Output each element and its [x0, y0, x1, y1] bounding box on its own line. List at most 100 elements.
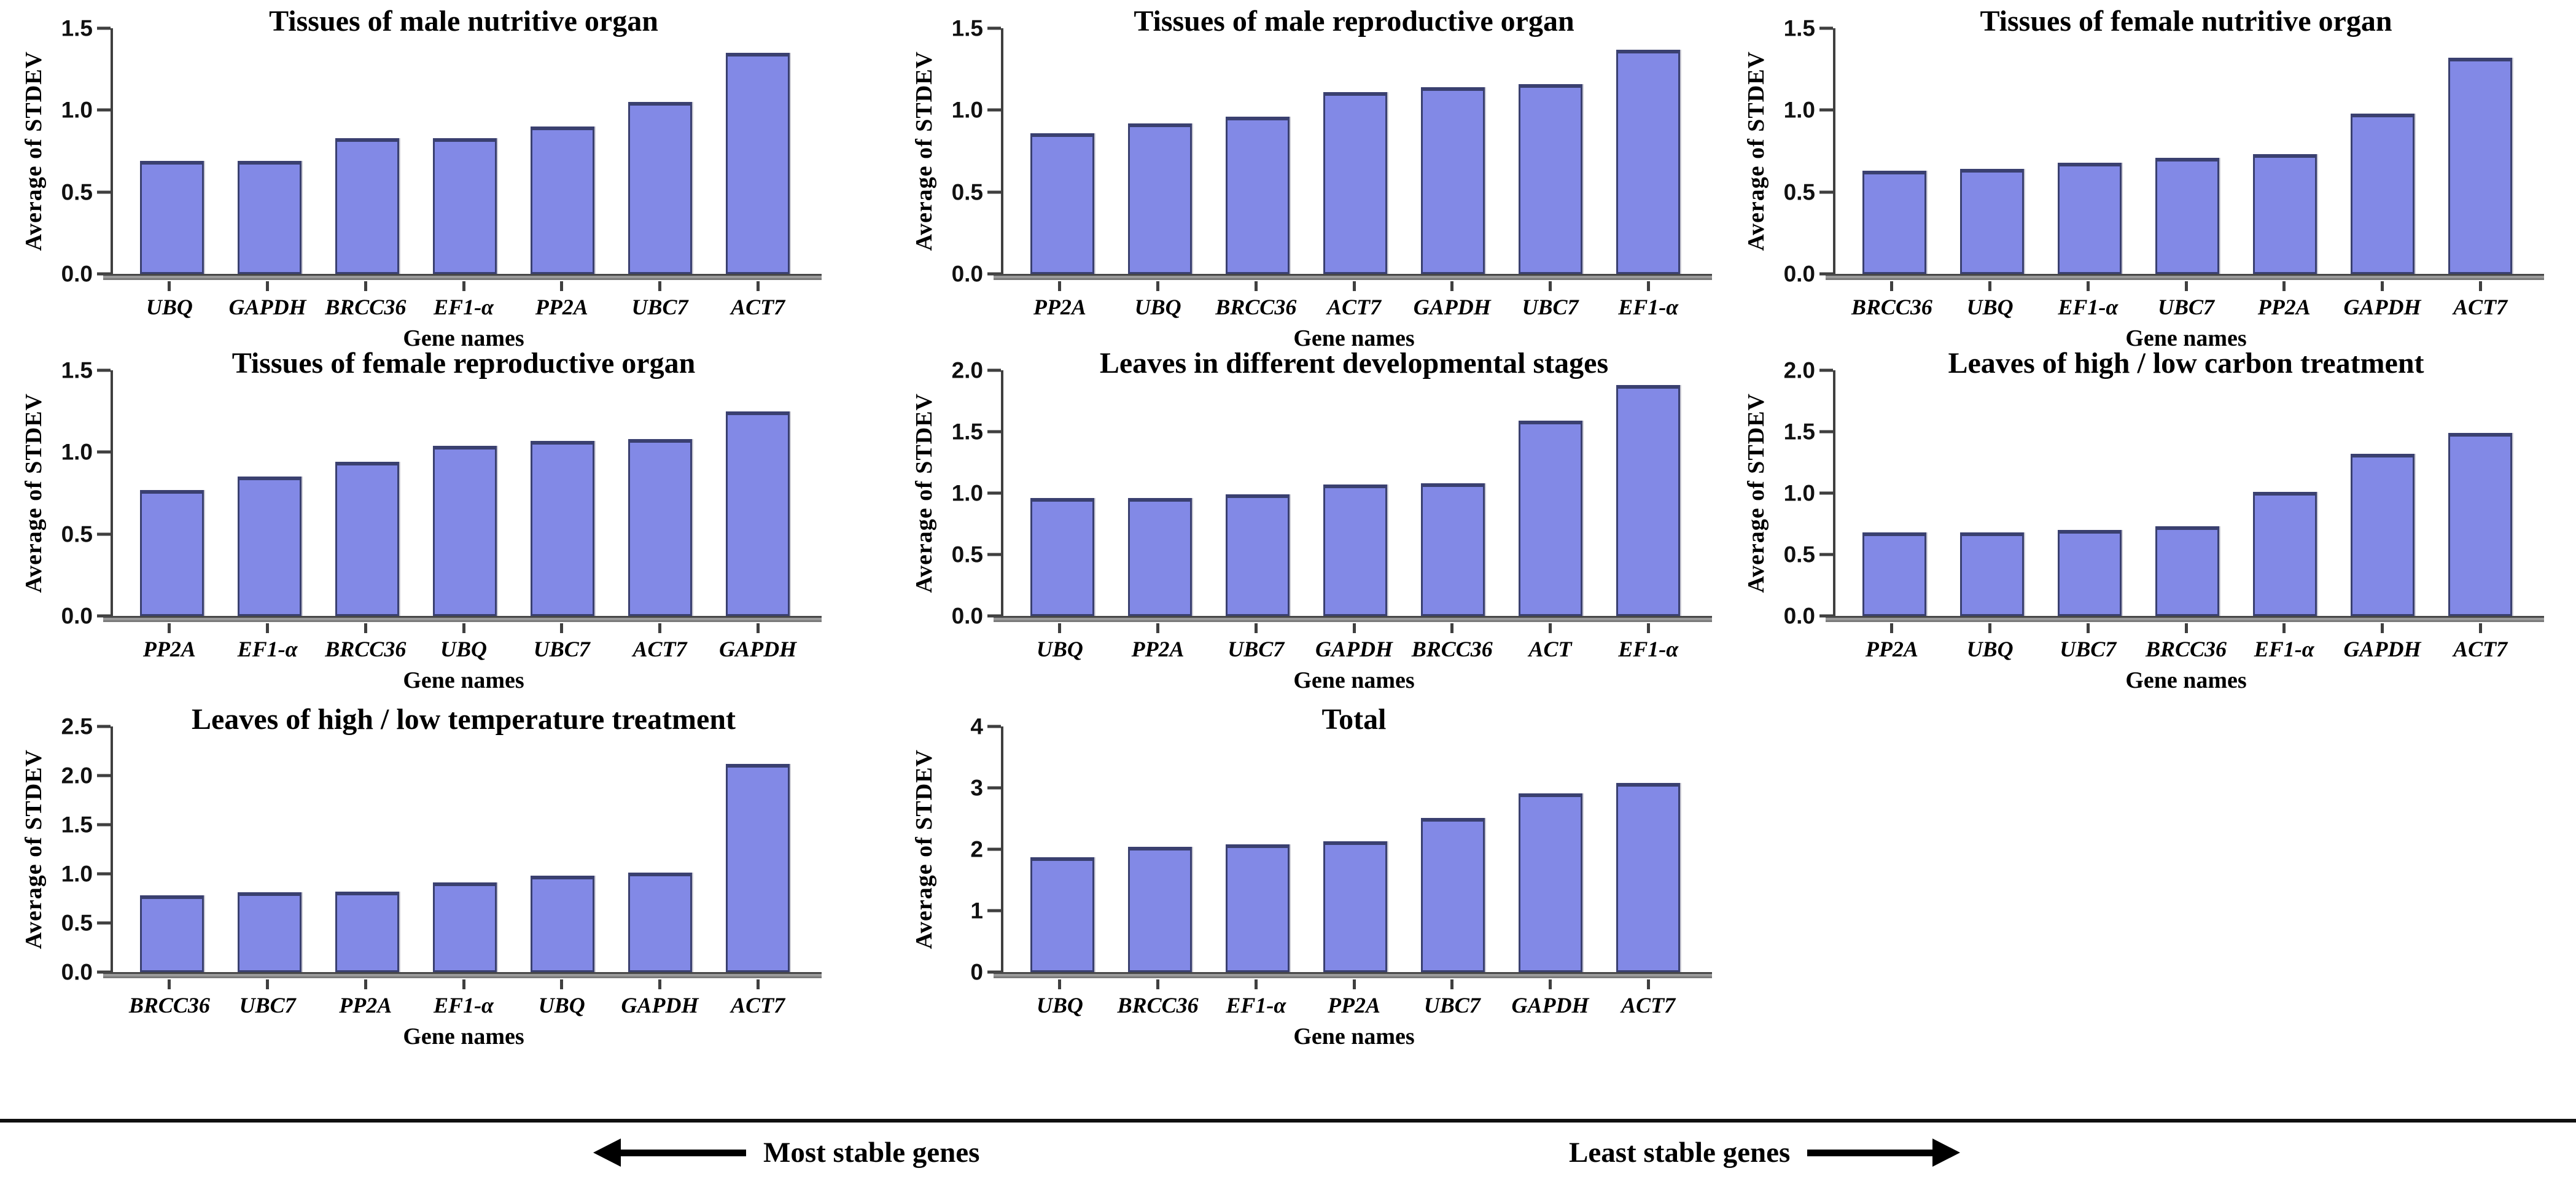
bar-slot	[612, 873, 709, 972]
x-tick-mark	[1988, 281, 1992, 291]
x-axis-ticks: UBQ BRCC36 EF1-α PP2A UBC7 GAPDH ACT7	[1001, 979, 1707, 1018]
x-axis-line	[103, 972, 822, 978]
x-tick: EF1-α	[1599, 623, 1697, 662]
x-tick-label: EF1-α	[1226, 993, 1286, 1018]
x-tick-mark	[364, 623, 367, 633]
x-tick: GAPDH	[1403, 281, 1501, 320]
x-tick-mark	[168, 979, 171, 989]
y-tick-mark	[1819, 553, 1833, 556]
x-tick-mark	[168, 623, 171, 633]
bar-BRCC36	[139, 895, 204, 972]
y-tick-mark	[1819, 108, 1833, 112]
y-tick-label: 1.0	[951, 97, 983, 123]
bar-slot	[1208, 844, 1306, 972]
plot-area	[994, 28, 1712, 280]
least-stable-genes-label: Least stable genes	[1569, 1137, 1791, 1169]
x-tick: BRCC36	[316, 281, 414, 320]
bar-slot	[1013, 498, 1111, 616]
bar-EF1-α	[1616, 49, 1681, 274]
x-tick-mark	[1156, 979, 1160, 989]
y-tick: 0.5	[952, 543, 1001, 566]
chart-title: Tissues of male nutritive organ	[269, 5, 658, 37]
x-tick-label: BRCC36	[1117, 993, 1199, 1018]
y-tick: 1.5	[1784, 17, 1833, 40]
x-tick: ACT7	[2431, 281, 2529, 320]
bar-slot	[1208, 117, 1306, 274]
x-tick: BRCC36	[2137, 623, 2235, 662]
bar-EF1-α	[1225, 844, 1290, 972]
chart-tissues-male-reproductive-organ: Tissues of male reproductive organ Avera…	[909, 5, 1744, 351]
bar-slot	[2432, 58, 2529, 274]
bar-PP2A	[1127, 498, 1192, 616]
y-tick-mark	[1819, 26, 1833, 30]
x-tick-label: EF1-α	[434, 295, 494, 319]
x-tick: UBC7	[2137, 281, 2235, 320]
y-axis-ticks: 0.0 0.5 1.0 1.5	[940, 17, 1001, 286]
y-tick-label: 0.0	[61, 959, 93, 985]
x-tick-label: ACT	[1528, 637, 1572, 661]
y-axis-ticks: 0.0 0.5 1.0 1.5 2.0 2.5	[49, 715, 111, 984]
bar-slot	[2236, 154, 2334, 274]
y-tick-label: 0.5	[951, 542, 983, 567]
bar-slot	[318, 462, 416, 616]
bar-UBQ	[139, 161, 204, 274]
bar-ACT7	[2448, 58, 2513, 274]
bar-ACT	[1519, 421, 1583, 616]
x-tick: UBQ	[414, 623, 513, 662]
bar-slot	[123, 489, 220, 616]
x-tick-mark	[462, 979, 465, 989]
x-tick-label: BRCC36	[1411, 637, 1493, 661]
x-tick-label: EF1-α	[1618, 637, 1679, 661]
x-tick-label: UBC7	[631, 295, 688, 319]
x-tick-mark	[1450, 281, 1454, 291]
x-tick: ACT7	[1599, 979, 1697, 1018]
x-axis-title: Gene names	[1293, 325, 1415, 351]
y-tick: 4	[970, 715, 1001, 738]
chart-leaves-temperature-treatment: Leaves of high / low temperature treatme…	[18, 703, 854, 1049]
x-tick: UBC7	[611, 281, 709, 320]
x-tick-mark	[266, 623, 270, 633]
x-tick-label: UBQ	[1036, 637, 1083, 661]
x-tick-label: UBC7	[1522, 295, 1579, 319]
y-axis-title: Average of STDEV	[909, 726, 940, 972]
bar-slot	[2041, 530, 2138, 616]
bar-ACT7	[2448, 433, 2513, 616]
y-tick-label: 2.5	[61, 714, 93, 739]
y-tick-mark	[987, 553, 1001, 556]
chart-title: Total	[1321, 703, 1387, 736]
x-tick-label: BRCC36	[325, 637, 407, 661]
x-tick-mark	[1450, 623, 1454, 633]
x-tick: GAPDH	[709, 623, 807, 662]
x-tick: UBC7	[513, 623, 611, 662]
y-axis-title-text: Average of STDEV	[911, 51, 937, 251]
x-tick-label: BRCC36	[1215, 295, 1297, 319]
bar-UBC7	[237, 892, 302, 972]
bar-slot	[318, 138, 416, 274]
y-tick: 0.0	[61, 605, 111, 628]
bar-EF1-α	[432, 882, 497, 972]
y-tick-label: 0.5	[61, 179, 93, 205]
bar-PP2A	[1862, 532, 1926, 616]
bar-slot	[1502, 793, 1600, 972]
bar-UBQ	[432, 445, 497, 616]
y-axis-title-text: Average of STDEV	[21, 393, 47, 593]
y-tick-mark	[987, 108, 1001, 112]
y-tick-mark	[1819, 368, 1833, 372]
x-tick-mark	[1646, 623, 1650, 633]
plot-area	[103, 28, 822, 280]
y-axis-ticks: 0.0 0.5 1.0 1.5	[1772, 17, 1833, 286]
y-tick-label: 1.0	[1783, 480, 1815, 506]
x-tick-label: ACT7	[1621, 993, 1676, 1018]
x-tick-label: GAPDH	[1315, 637, 1393, 661]
x-tick-mark	[658, 623, 661, 633]
x-tick-mark	[756, 623, 760, 633]
x-tick: UBQ	[1011, 979, 1109, 1018]
y-tick-mark	[987, 491, 1001, 495]
y-tick-mark	[987, 786, 1001, 790]
y-tick: 3	[970, 777, 1001, 800]
y-axis-ticks: 0.0 0.5 1.0 1.5	[49, 359, 111, 628]
y-tick: 1.5	[61, 17, 111, 40]
x-tick-label: ACT7	[2453, 637, 2508, 661]
x-tick: BRCC36	[1109, 979, 1207, 1018]
bar-BRCC36	[1127, 847, 1192, 972]
